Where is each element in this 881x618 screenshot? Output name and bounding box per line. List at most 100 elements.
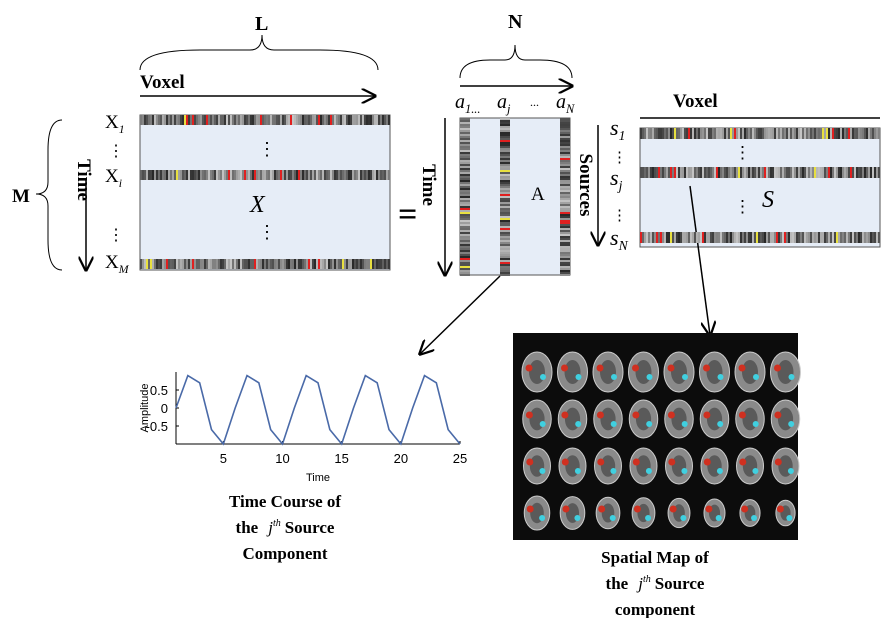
stripe xyxy=(378,170,380,180)
activation xyxy=(680,515,686,521)
activation xyxy=(681,468,687,474)
stripe xyxy=(460,234,470,236)
brain-core xyxy=(707,360,723,384)
stripe xyxy=(560,122,570,124)
stripe xyxy=(194,170,196,180)
stripe xyxy=(814,167,816,178)
stripe xyxy=(874,128,876,139)
stripe xyxy=(460,222,470,224)
stripe xyxy=(670,232,672,243)
stripe xyxy=(688,167,690,178)
stripe xyxy=(242,170,244,180)
stripe xyxy=(658,232,660,243)
stripe xyxy=(560,136,570,138)
stripe xyxy=(346,259,348,269)
stripe xyxy=(156,170,158,180)
stripe xyxy=(816,232,818,243)
stripe xyxy=(778,128,780,139)
caption-part: Source xyxy=(655,574,705,593)
index-base: X xyxy=(105,112,119,133)
activation xyxy=(539,468,545,474)
stripe xyxy=(254,115,256,125)
stripe xyxy=(320,170,322,180)
stripe xyxy=(142,259,144,269)
activation xyxy=(647,374,653,380)
stripe xyxy=(818,167,820,178)
stripe xyxy=(750,167,752,178)
activation xyxy=(668,459,675,466)
index-sub: 1 xyxy=(119,123,125,136)
stripe xyxy=(792,128,794,139)
stripe xyxy=(726,232,728,243)
stripe xyxy=(500,198,510,200)
stripe xyxy=(304,259,306,269)
label: ⋮ xyxy=(612,208,627,224)
stripe xyxy=(162,115,164,125)
stripe xyxy=(176,115,178,125)
stripe xyxy=(214,259,216,269)
stripe xyxy=(460,250,470,252)
stripe xyxy=(772,128,774,139)
stripe xyxy=(460,196,470,198)
stripe xyxy=(214,170,216,180)
stripe xyxy=(196,259,198,269)
stripe xyxy=(260,259,262,269)
stripe xyxy=(666,128,668,139)
stripe xyxy=(152,259,154,269)
activation xyxy=(646,421,652,427)
activation xyxy=(668,412,675,419)
stripe xyxy=(460,146,470,148)
stripe xyxy=(204,259,206,269)
stripe xyxy=(178,259,180,269)
stripe xyxy=(244,259,246,269)
stripe xyxy=(276,115,278,125)
activation xyxy=(611,374,617,380)
activation xyxy=(668,365,675,372)
stripe xyxy=(806,128,808,139)
stripe xyxy=(560,164,570,166)
stripe xyxy=(154,170,156,180)
stripe xyxy=(206,115,208,125)
stripe xyxy=(250,115,252,125)
stripe xyxy=(362,115,364,125)
stripe xyxy=(752,128,754,139)
stripe xyxy=(460,274,470,276)
stripe xyxy=(160,170,162,180)
caption: thejthSource xyxy=(606,574,705,593)
stripe xyxy=(170,115,172,125)
stripe xyxy=(874,167,876,178)
stripe xyxy=(792,167,794,178)
stripe xyxy=(164,170,166,180)
stripe xyxy=(460,220,470,222)
stripe xyxy=(324,259,326,269)
stripe xyxy=(154,259,156,269)
activation xyxy=(597,365,604,372)
stripe xyxy=(258,170,260,180)
stripe xyxy=(460,264,470,266)
stripe xyxy=(756,232,758,243)
label: ⋮ xyxy=(108,227,124,244)
stripe xyxy=(184,259,186,269)
activation xyxy=(705,506,712,513)
stripe xyxy=(500,162,510,164)
stripe xyxy=(362,259,364,269)
stripe xyxy=(338,170,340,180)
stripe xyxy=(500,202,510,204)
stripe xyxy=(560,146,570,148)
stripe xyxy=(156,115,158,125)
stripe xyxy=(184,170,186,180)
stripe xyxy=(720,167,722,178)
stripe xyxy=(460,172,470,174)
stripe xyxy=(198,115,200,125)
stripe xyxy=(500,166,510,168)
stripe xyxy=(660,232,662,243)
stripe xyxy=(460,180,470,182)
stripe xyxy=(372,170,374,180)
stripe xyxy=(172,115,174,125)
stripe xyxy=(790,232,792,243)
stripe xyxy=(654,128,656,139)
stripe xyxy=(500,120,510,122)
stripe xyxy=(560,216,570,218)
stripe xyxy=(868,167,870,178)
stripe xyxy=(142,115,144,125)
